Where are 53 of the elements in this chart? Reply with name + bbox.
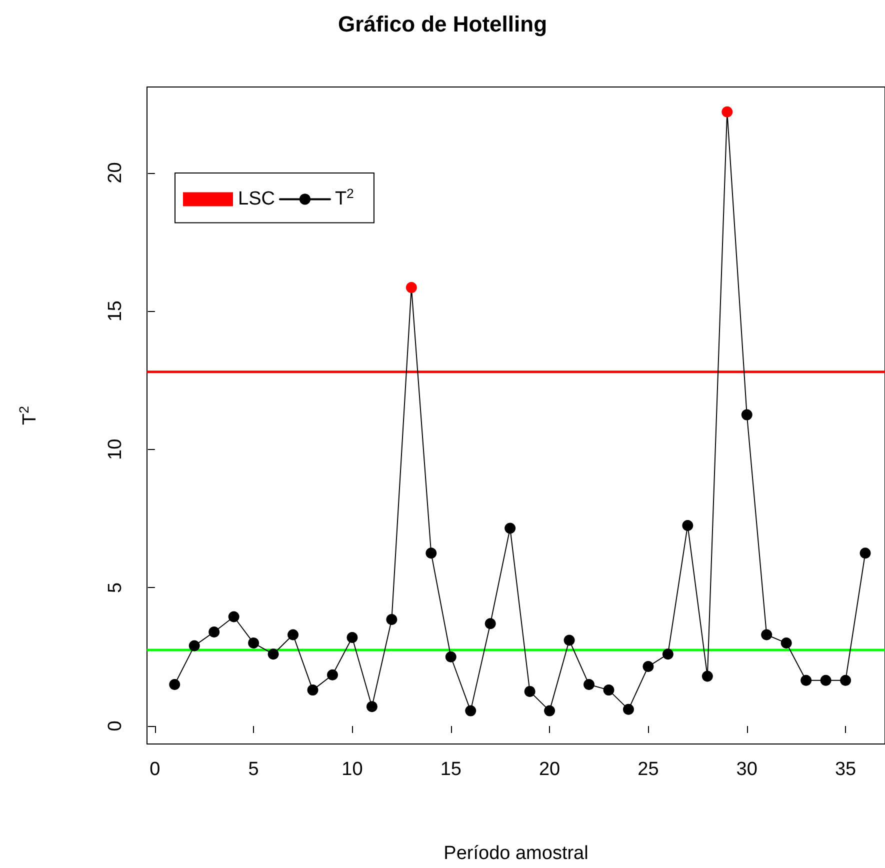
point (268, 648, 279, 660)
y-tick-label: 5 (105, 582, 126, 593)
point (188, 640, 200, 652)
y-tick-label: 10 (105, 438, 126, 460)
point (682, 520, 694, 531)
point (780, 638, 792, 649)
x-tick-label: 5 (248, 759, 259, 780)
x-tick-label: 35 (834, 759, 856, 780)
point (169, 679, 180, 690)
point (406, 282, 417, 294)
point (564, 634, 575, 646)
y-tick-label: 0 (105, 720, 126, 732)
point (208, 626, 220, 638)
point (327, 669, 338, 680)
point (584, 679, 595, 690)
point (544, 705, 556, 716)
x-tick-label: 15 (440, 759, 462, 780)
x-tick-label: 0 (150, 759, 160, 780)
point (504, 522, 516, 534)
point (248, 638, 260, 649)
x-tick-label: 30 (736, 759, 758, 780)
x-tick-label: 25 (638, 759, 659, 780)
point (702, 670, 713, 682)
point (366, 701, 378, 712)
point (662, 648, 674, 660)
point (603, 684, 614, 696)
x-tick-label: 20 (538, 759, 560, 780)
y-tick-label: 20 (105, 162, 126, 184)
point (820, 674, 832, 686)
point (484, 618, 496, 630)
point (840, 674, 852, 686)
x-tick-label: 10 (342, 759, 363, 780)
point (426, 548, 437, 559)
point (288, 629, 299, 640)
point (800, 674, 812, 686)
point (346, 632, 358, 643)
point (524, 686, 536, 697)
point (465, 705, 476, 716)
point (642, 661, 654, 672)
chart-title: Gráfico de Hotelling (338, 12, 548, 36)
legend-label: LSC (238, 188, 275, 210)
y-tick-label: 15 (105, 300, 126, 322)
point (386, 614, 398, 626)
point (722, 106, 733, 118)
point (445, 651, 456, 662)
x-axis-title: Período amostral (444, 843, 588, 864)
y-axis-title: T2 (16, 406, 40, 425)
point (761, 629, 772, 640)
point (307, 684, 318, 696)
point (741, 409, 752, 420)
point (622, 704, 634, 715)
point (860, 548, 871, 559)
point (228, 611, 240, 622)
